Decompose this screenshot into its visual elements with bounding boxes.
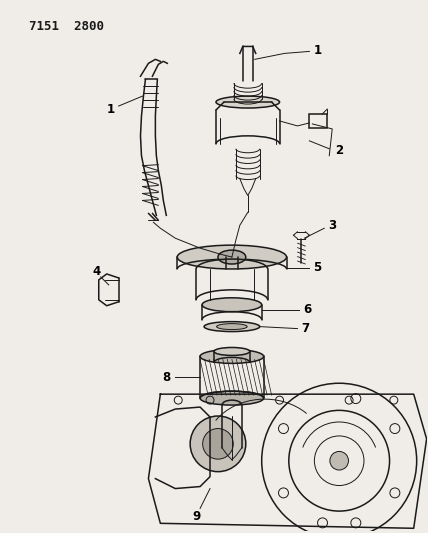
Circle shape [203,429,233,459]
Text: 2: 2 [335,144,343,157]
Ellipse shape [214,348,250,356]
Ellipse shape [216,96,279,108]
Ellipse shape [200,391,264,405]
Ellipse shape [202,298,262,312]
Text: 4: 4 [92,265,101,278]
Circle shape [330,451,348,470]
Text: 8: 8 [162,371,170,384]
Ellipse shape [217,324,247,329]
Text: 5: 5 [313,262,321,274]
Text: 1: 1 [107,102,115,116]
Circle shape [190,416,246,472]
Text: 7151  2800: 7151 2800 [29,20,104,33]
Text: 3: 3 [328,219,336,232]
Ellipse shape [218,250,246,264]
Bar [309,114,327,128]
Text: 7: 7 [301,322,309,335]
Ellipse shape [177,245,286,269]
Text: 6: 6 [303,303,312,316]
Ellipse shape [200,350,264,364]
Text: 1: 1 [313,44,321,57]
Ellipse shape [204,321,260,332]
Text: 9: 9 [192,510,200,523]
